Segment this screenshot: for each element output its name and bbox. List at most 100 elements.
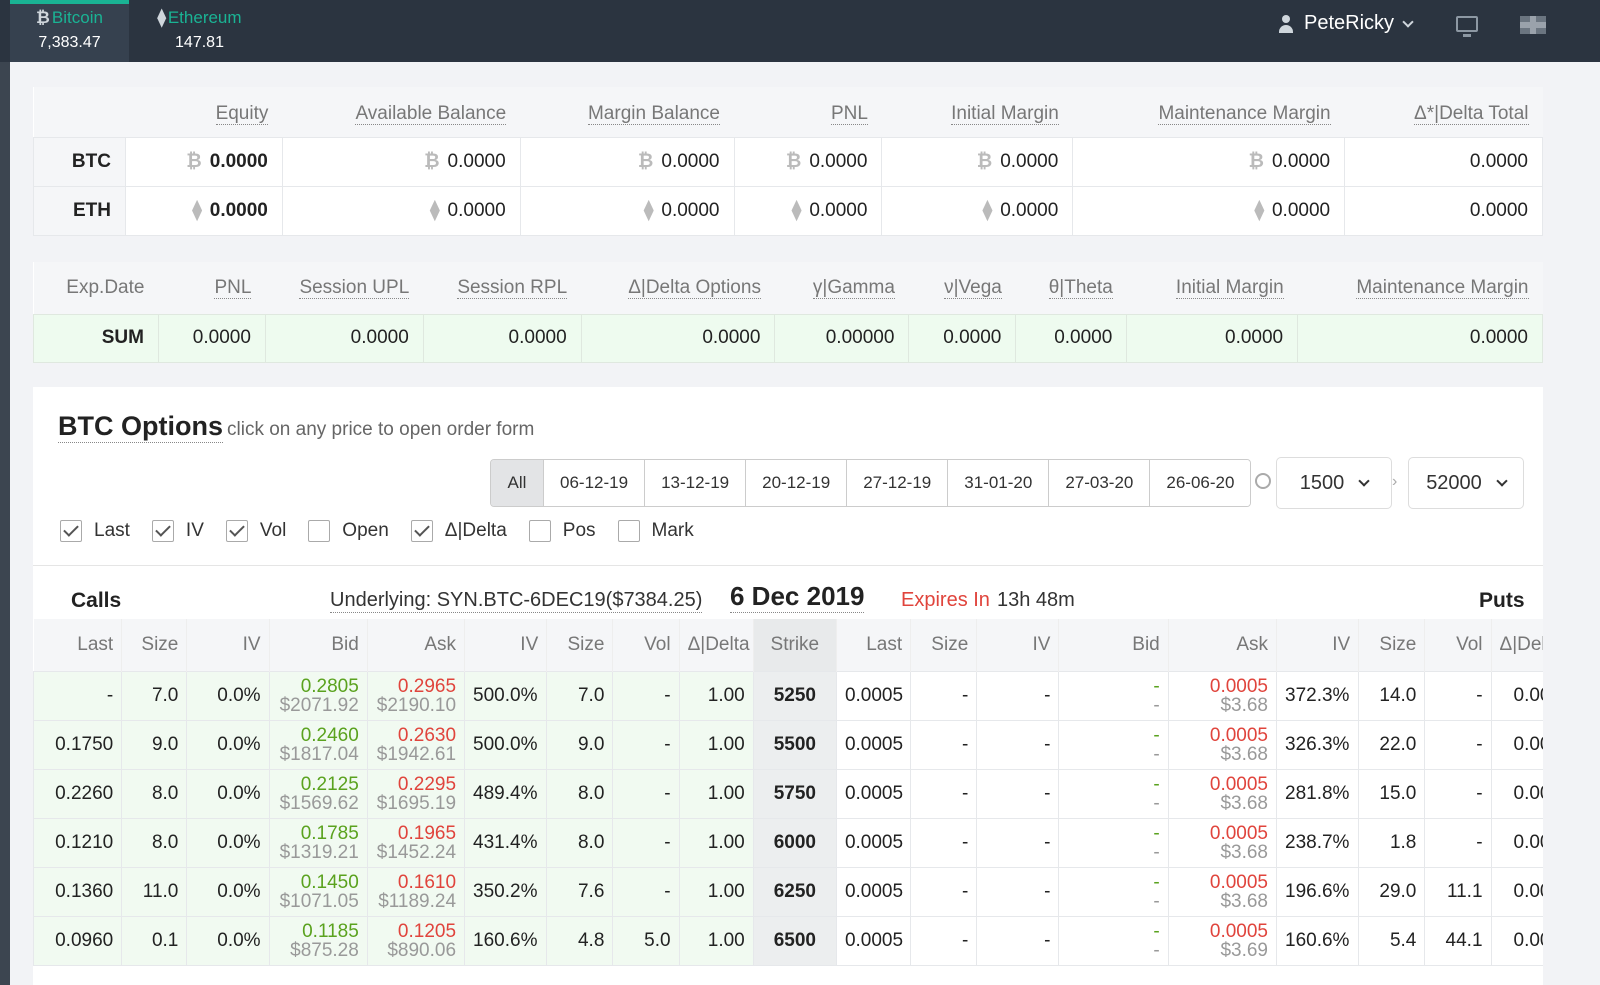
- call-ask[interactable]: 0.1965 $1452.24: [366, 817, 466, 868]
- strike-min-select[interactable]: 1500: [1276, 457, 1392, 509]
- ask-price[interactable]: 0.1965: [397, 822, 457, 844]
- call-iv2: 500.0%: [464, 670, 548, 721]
- call-ask[interactable]: 0.2630 $1942.61: [366, 719, 466, 770]
- bid-price[interactable]: 0.2460: [300, 724, 359, 746]
- bid-price[interactable]: 0.1785: [300, 822, 359, 844]
- tab-date[interactable]: 20-12-19: [745, 460, 847, 506]
- bid-price[interactable]: -: [1153, 773, 1160, 795]
- put-ask[interactable]: 0.0005 $3.68: [1167, 866, 1278, 917]
- toggle-open[interactable]: Open: [308, 520, 389, 542]
- checkbox[interactable]: [528, 520, 551, 542]
- put-bid[interactable]: --: [1058, 915, 1169, 966]
- checkbox[interactable]: [617, 520, 640, 542]
- put-bid[interactable]: --: [1058, 670, 1169, 721]
- bid-price[interactable]: 0.1185: [302, 920, 359, 942]
- call-ask[interactable]: 0.1205 $890.06: [366, 915, 466, 966]
- ask-price[interactable]: 0.2630: [397, 724, 457, 746]
- bid-price[interactable]: -: [1153, 871, 1160, 893]
- put-ask[interactable]: 0.0005 $3.68: [1167, 768, 1278, 819]
- underlying-link[interactable]: Underlying: SYN.BTC-6DEC19($7384.25): [330, 589, 703, 613]
- put-last[interactable]: 0.0005: [835, 670, 912, 721]
- ask-price[interactable]: 0.0005: [1209, 724, 1268, 746]
- bid-price[interactable]: 0.2125: [300, 773, 359, 795]
- ticker-bitcoin[interactable]: ₿ Bitcoin 7,383.47: [10, 0, 129, 62]
- bid-price[interactable]: 0.2805: [300, 675, 359, 697]
- put-bid[interactable]: --: [1058, 768, 1169, 819]
- ask-price[interactable]: 0.1205: [397, 920, 457, 942]
- ethereum-icon: ⧫: [157, 8, 166, 27]
- tab-date[interactable]: 13-12-19: [644, 460, 746, 506]
- ask-price[interactable]: 0.0005: [1209, 822, 1268, 844]
- toggle-delta[interactable]: Δ|Delta: [410, 520, 507, 542]
- ask-usd: $3.69: [1220, 939, 1268, 961]
- checkbox[interactable]: [225, 520, 248, 542]
- call-iv: 0.0%: [186, 719, 270, 770]
- tab-date[interactable]: 26-06-20: [1149, 460, 1251, 506]
- ask-price[interactable]: 0.0005: [1209, 920, 1268, 942]
- tab-date[interactable]: 06-12-19: [543, 460, 645, 506]
- put-bid[interactable]: --: [1058, 817, 1169, 868]
- ask-price[interactable]: 0.0005: [1209, 675, 1268, 697]
- table-row: 0.1360 11.0 0.0% 0.1450 $1071.05 0.1610 $1…: [33, 866, 1543, 917]
- ask-price[interactable]: 0.2295: [397, 773, 457, 795]
- call-ask[interactable]: 0.1610 $1189.24: [366, 866, 466, 917]
- call-ask[interactable]: 0.2965 $2190.10: [366, 670, 466, 721]
- ask-price[interactable]: 0.1610: [397, 871, 457, 893]
- put-bid[interactable]: --: [1058, 719, 1169, 770]
- crosshair-icon[interactable]: [1255, 473, 1271, 489]
- ask-price[interactable]: 0.0005: [1209, 773, 1268, 795]
- put-ask[interactable]: 0.0005 $3.69: [1167, 915, 1278, 966]
- toggle-iv[interactable]: IV: [151, 520, 204, 542]
- toggle-pos[interactable]: Pos: [528, 520, 596, 542]
- checkbox[interactable]: [151, 520, 174, 542]
- bid-price[interactable]: 0.1450: [300, 871, 359, 893]
- call-size: 9.0: [121, 719, 188, 770]
- ticker-ethereum[interactable]: ⧫ Ethereum 147.81: [140, 0, 259, 62]
- put-last[interactable]: 0.0005: [835, 915, 912, 966]
- bid-price[interactable]: -: [1153, 822, 1160, 844]
- checkbox[interactable]: [410, 520, 433, 542]
- col-header: Δ|Delta Options: [628, 276, 761, 299]
- call-last[interactable]: -: [33, 670, 123, 721]
- bid-price[interactable]: -: [1153, 920, 1160, 942]
- checkbox[interactable]: [308, 520, 331, 542]
- call-bid[interactable]: 0.2805 $2071.92: [268, 670, 368, 721]
- flag-icon[interactable]: [1520, 16, 1546, 34]
- put-last[interactable]: 0.0005: [835, 866, 912, 917]
- strike-max-select[interactable]: 52000: [1408, 457, 1524, 509]
- tab-all[interactable]: All: [491, 460, 543, 506]
- call-bid[interactable]: 0.1785 $1319.21: [268, 817, 368, 868]
- call-last[interactable]: 0.1750: [33, 719, 123, 770]
- tab-date[interactable]: 31-01-20: [947, 460, 1049, 506]
- call-last[interactable]: 0.2260: [33, 768, 123, 819]
- bid-price[interactable]: -: [1153, 724, 1160, 746]
- call-bid[interactable]: 0.1185 $875.28: [268, 915, 368, 966]
- call-last[interactable]: 0.1210: [33, 817, 123, 868]
- put-ask[interactable]: 0.0005 $3.68: [1167, 670, 1278, 721]
- put-last[interactable]: 0.0005: [835, 768, 912, 819]
- toggle-mark[interactable]: Mark: [617, 520, 694, 542]
- ask-price[interactable]: 0.2965: [397, 675, 457, 697]
- checkbox[interactable]: [60, 520, 82, 542]
- call-last[interactable]: 0.1360: [33, 866, 123, 917]
- tab-date[interactable]: 27-12-19: [846, 460, 948, 506]
- call-bid[interactable]: 0.1450 $1071.05: [268, 866, 368, 917]
- put-last[interactable]: 0.0005: [835, 817, 912, 868]
- bid-price[interactable]: -: [1153, 675, 1160, 697]
- call-bid[interactable]: 0.2460 $1817.04: [268, 719, 368, 770]
- call-bid[interactable]: 0.2125 $1569.62: [268, 768, 368, 819]
- put-ask[interactable]: 0.0005 $3.68: [1167, 817, 1278, 868]
- toggle-vol[interactable]: Vol: [225, 520, 286, 542]
- ask-usd: $3.68: [1220, 792, 1268, 814]
- call-ask[interactable]: 0.2295 $1695.19: [366, 768, 466, 819]
- toggle-last[interactable]: Last: [60, 520, 130, 542]
- put-last[interactable]: 0.0005: [835, 719, 912, 770]
- put-bid[interactable]: --: [1058, 866, 1169, 917]
- user-menu[interactable]: PeteRicky: [1278, 12, 1414, 35]
- scrollbar[interactable]: [1568, 62, 1600, 985]
- tab-date[interactable]: 27-03-20: [1048, 460, 1150, 506]
- ask-price[interactable]: 0.0005: [1209, 871, 1268, 893]
- call-last[interactable]: 0.0960: [33, 915, 123, 966]
- monitor-icon[interactable]: [1456, 16, 1478, 37]
- put-ask[interactable]: 0.0005 $3.68: [1167, 719, 1278, 770]
